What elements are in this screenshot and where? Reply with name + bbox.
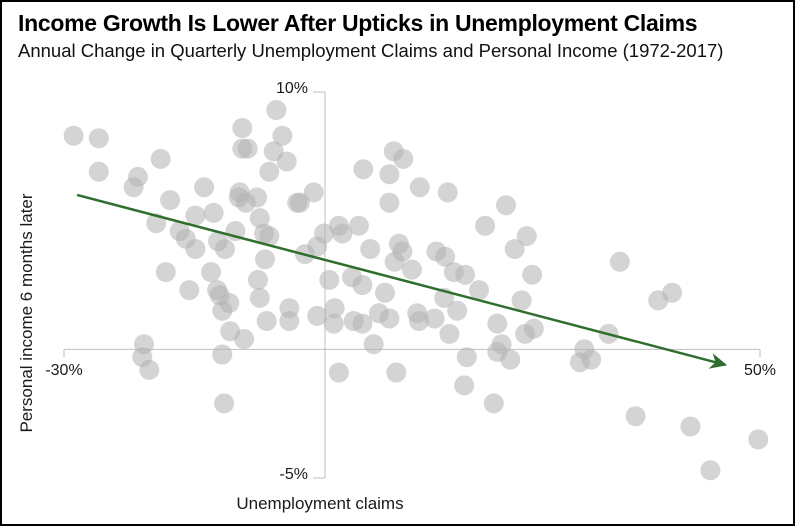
data-point xyxy=(324,298,345,319)
data-point xyxy=(194,177,215,198)
data-point xyxy=(523,318,544,339)
data-point xyxy=(352,313,373,334)
x-axis-title: Unemployment claims xyxy=(236,494,404,513)
data-point xyxy=(680,416,701,437)
y-axis-title: Personal income 6 months later xyxy=(17,193,36,433)
data-point xyxy=(454,375,475,396)
scatter-points xyxy=(63,100,769,481)
data-point xyxy=(581,349,602,370)
data-point xyxy=(504,239,525,259)
data-point xyxy=(402,259,422,280)
data-point xyxy=(455,264,476,285)
data-point xyxy=(487,313,508,334)
data-point xyxy=(212,344,233,365)
data-point xyxy=(352,275,373,295)
data-point xyxy=(123,177,144,198)
data-point xyxy=(319,269,340,290)
x-axis-max-tick-label: 50% xyxy=(743,362,777,379)
data-point xyxy=(248,269,268,290)
data-point xyxy=(328,362,349,383)
data-point xyxy=(435,246,456,267)
data-point xyxy=(363,334,384,355)
data-point xyxy=(255,249,275,270)
data-point xyxy=(272,125,293,146)
data-point xyxy=(63,125,84,146)
data-point xyxy=(185,239,206,259)
data-point xyxy=(150,148,171,169)
data-point xyxy=(522,264,543,285)
data-point xyxy=(409,311,429,331)
data-point xyxy=(379,308,400,329)
data-point xyxy=(439,323,460,344)
trend-line xyxy=(76,193,728,369)
data-point xyxy=(375,282,395,303)
data-point xyxy=(235,192,256,213)
data-point xyxy=(748,429,769,450)
data-point xyxy=(475,215,496,236)
data-point xyxy=(88,161,109,182)
data-point xyxy=(323,313,344,334)
x-axis-min-tick-label: -30% xyxy=(45,362,83,379)
data-point xyxy=(215,239,235,259)
data-point xyxy=(259,226,280,247)
data-point xyxy=(625,406,646,427)
data-point xyxy=(249,208,270,229)
data-point xyxy=(384,251,405,272)
data-point xyxy=(256,311,277,331)
data-point xyxy=(409,177,430,198)
data-point xyxy=(139,359,160,380)
data-point xyxy=(379,164,400,185)
data-point xyxy=(160,190,181,211)
data-point xyxy=(386,362,407,383)
chart-subtitle: Annual Change in Quarterly Unemployment … xyxy=(18,40,724,61)
data-point xyxy=(511,290,532,311)
data-point xyxy=(353,159,374,180)
data-point xyxy=(348,215,369,236)
data-point xyxy=(266,100,287,120)
data-point xyxy=(234,329,255,349)
data-point xyxy=(662,282,683,303)
data-point xyxy=(276,151,297,172)
data-point xyxy=(155,262,176,283)
data-point xyxy=(249,287,270,308)
data-point xyxy=(437,182,458,203)
data-point xyxy=(232,118,253,138)
data-point xyxy=(214,393,235,414)
data-point xyxy=(516,226,537,247)
data-point xyxy=(447,300,468,321)
data-point xyxy=(185,205,206,226)
axes xyxy=(63,91,761,479)
data-point xyxy=(201,262,221,283)
data-point xyxy=(487,341,508,362)
data-point xyxy=(279,311,300,331)
data-point xyxy=(237,138,258,159)
data-point xyxy=(609,251,630,272)
y-axis-min-tick-label: -5% xyxy=(279,466,308,483)
data-point xyxy=(700,460,721,481)
data-point xyxy=(259,161,280,182)
y-axis-max-tick-label: 10% xyxy=(275,80,308,97)
data-point xyxy=(289,192,310,213)
data-point xyxy=(332,223,353,244)
data-point xyxy=(483,393,504,414)
data-point xyxy=(424,308,445,329)
data-point xyxy=(303,182,324,203)
chart-title: Income Growth Is Lower After Upticks in … xyxy=(18,10,698,36)
data-point xyxy=(179,280,200,301)
data-point xyxy=(469,280,489,301)
data-point xyxy=(212,300,233,321)
data-point xyxy=(360,239,381,259)
data-point xyxy=(203,202,224,223)
data-point xyxy=(456,347,477,368)
trend-arrow xyxy=(76,193,728,369)
data-point xyxy=(307,305,328,326)
data-point xyxy=(88,128,109,149)
data-point xyxy=(496,195,516,216)
data-point xyxy=(379,192,400,213)
data-point xyxy=(393,148,414,169)
